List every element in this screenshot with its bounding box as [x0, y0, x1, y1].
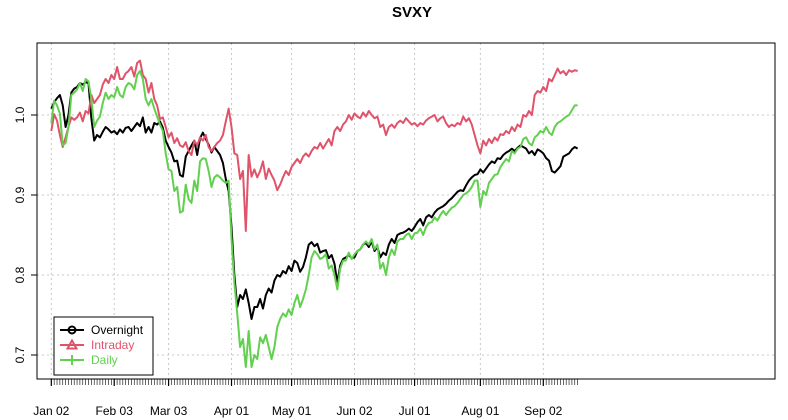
y-tick-label: 1.0 [13, 106, 27, 123]
x-tick-label: Mar 03 [150, 404, 188, 418]
chart-title: SVXY [392, 4, 432, 21]
series-line-overnight [50, 81, 579, 320]
x-tick-label: Jan 02 [33, 404, 69, 418]
legend-label-daily: Daily [91, 353, 118, 367]
legend-marker-overnight [67, 325, 77, 335]
x-tick-label: Feb 03 [96, 404, 134, 418]
series-line-daily [50, 70, 578, 368]
x-tick-label: May 01 [272, 404, 312, 418]
x-tick-label: Aug 01 [461, 404, 499, 418]
legend-marker-intraday [65, 338, 79, 350]
x-tick-label: Jul 01 [399, 404, 431, 418]
legend-label-overnight: Overnight [91, 323, 144, 337]
series-layer [50, 59, 579, 368]
x-tick-label: Apr 01 [214, 404, 250, 418]
x-tick-label: Jun 02 [336, 404, 372, 418]
x-tick-label: Sep 02 [524, 404, 562, 418]
y-tick-label: 0.7 [13, 346, 27, 363]
y-tick-label: 0.9 [13, 186, 27, 203]
axis-layer: 0.7 0.8 0.9 1.0 Jan 02 Feb 03 Mar 03 Apr 01 May … [13, 106, 578, 418]
legend-label-intraday: Intraday [91, 338, 134, 352]
y-tick-label: 0.8 [13, 266, 27, 283]
series-line-intraday [50, 59, 578, 232]
grid-layer [37, 43, 775, 379]
